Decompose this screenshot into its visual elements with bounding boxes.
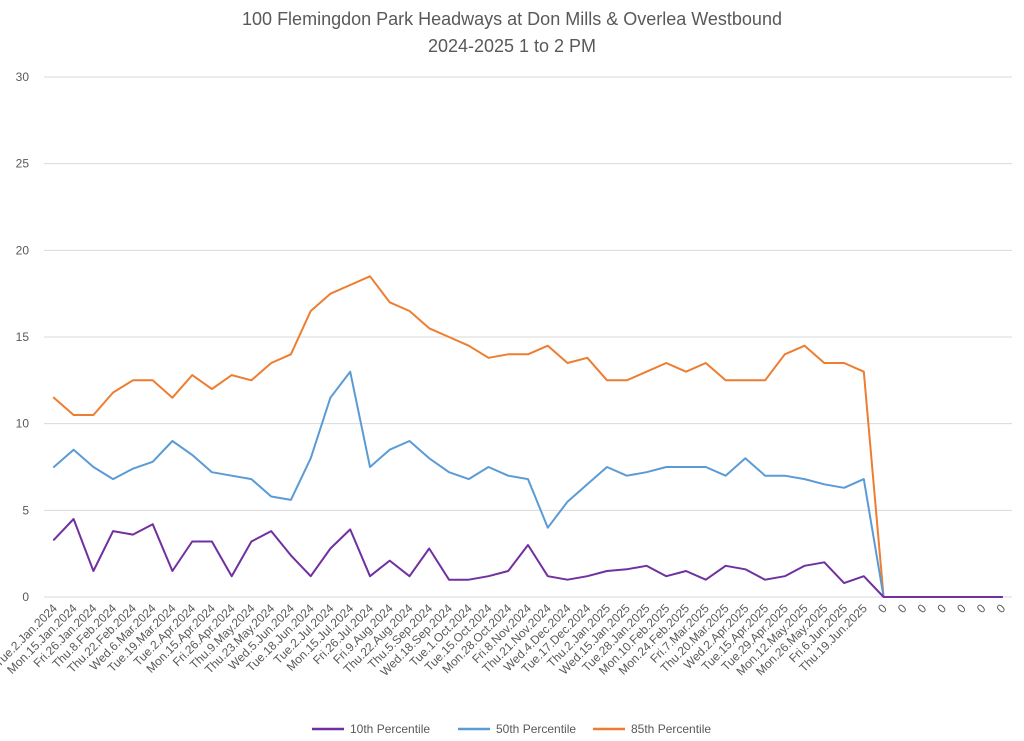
y-tick-label: 25 [16, 157, 30, 171]
grid-lines [44, 76, 1012, 598]
series-lines [52, 275, 1004, 598]
series-line-10th-percentile [52, 518, 1004, 598]
x-axis-ticks: Tue.2.Jan.2024Mon.15.Jan.2024Fri.26.Jan.… [0, 601, 1008, 679]
x-tick-label: 0 [994, 601, 1009, 616]
x-tick-label: 0 [954, 601, 969, 616]
y-tick-label: 30 [16, 70, 30, 84]
y-tick-label: 0 [22, 590, 29, 604]
series-line-50th-percentile [52, 370, 1004, 598]
x-tick-label: 0 [875, 601, 890, 616]
x-tick-label: 0 [915, 601, 930, 616]
chart-subtitle: 2024-2025 1 to 2 PM [428, 36, 596, 56]
legend-label: 50th Percentile [496, 722, 576, 736]
y-tick-label: 10 [16, 417, 30, 431]
y-tick-label: 15 [16, 330, 30, 344]
legend-label: 10th Percentile [350, 722, 430, 736]
x-tick-label: 0 [934, 601, 949, 616]
x-tick-label: 0 [895, 601, 910, 616]
legend-label: 85th Percentile [631, 722, 711, 736]
series-line-85th-percentile [52, 275, 1004, 598]
y-tick-label: 5 [22, 503, 29, 517]
x-tick-label: 0 [974, 601, 989, 616]
y-tick-label: 20 [16, 243, 30, 257]
chart-title: 100 Flemingdon Park Headways at Don Mill… [242, 9, 782, 29]
y-axis-ticks: 0 5 10 15 20 25 30 [16, 70, 30, 604]
legend: 10th Percentile 50th Percentile 85th Perce… [312, 722, 711, 736]
